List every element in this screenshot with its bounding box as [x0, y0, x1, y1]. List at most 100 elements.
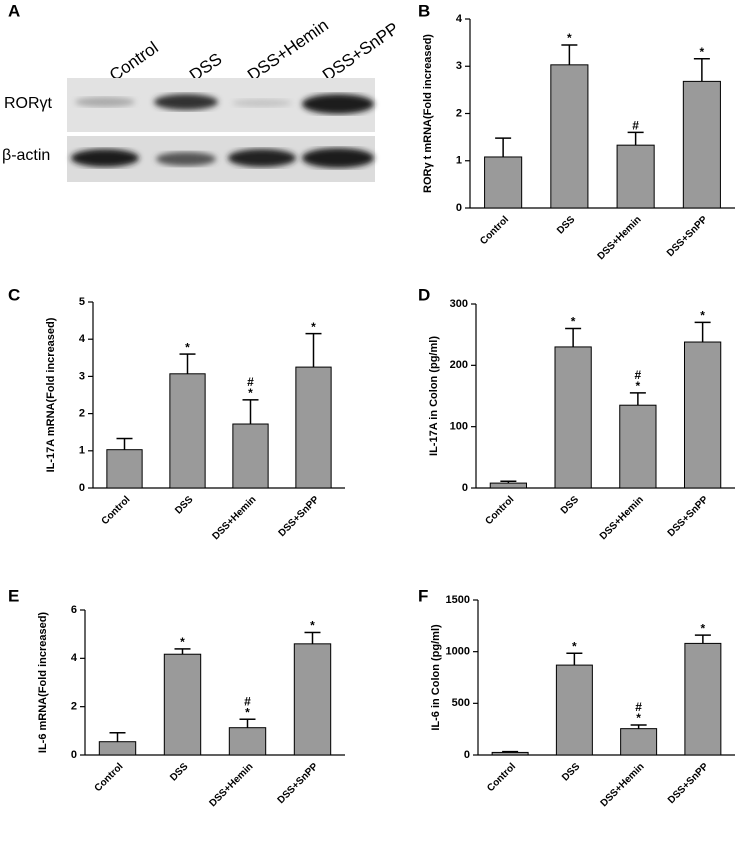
significance-mark: * [571, 315, 576, 329]
y-tick-label: 2 [79, 408, 85, 420]
y-tick-label: 0 [464, 749, 470, 761]
bar [683, 341, 722, 489]
bar [98, 741, 137, 756]
bar [106, 449, 143, 489]
y-axis-label: IL-17A in Colon (pg/ml) [428, 336, 440, 456]
y-axis-label: IL-17A mRNA(Fold increased) [45, 317, 57, 472]
bar [684, 642, 722, 756]
x-tick-label: DSS [560, 761, 583, 784]
y-tick-label: 0 [71, 749, 77, 761]
row-label: β-actin [2, 147, 50, 164]
significance-mark: # [247, 375, 254, 389]
x-tick-label: DSS+Hemin [599, 761, 647, 809]
y-tick-label: 1 [456, 155, 462, 167]
panel-letter: B [418, 1, 430, 20]
panel-letter: E [8, 586, 19, 605]
panel-letter: F [418, 586, 428, 605]
panel-letter: C [8, 285, 20, 304]
bar [484, 156, 523, 209]
y-axis-label: IL-6 mRNA(Fold increased) [37, 612, 49, 754]
x-tick-label: DSS [168, 761, 191, 784]
y-tick-label: 100 [450, 421, 468, 433]
x-tick-label: DSS+SnPP [665, 214, 710, 259]
x-tick-label: DSS+SnPP [666, 494, 711, 539]
panel-letter: D [418, 285, 430, 304]
y-tick-label: 1500 [446, 594, 470, 606]
y-tick-label: 0 [456, 202, 462, 214]
significance-mark: * [572, 639, 577, 653]
x-tick-label: Control [478, 214, 511, 247]
x-tick-label: DSS [173, 494, 196, 517]
row-label: RORγt [4, 95, 53, 112]
bar [620, 728, 658, 756]
y-tick-label: 3 [456, 60, 462, 72]
x-tick-label: DSS+SnPP [666, 761, 711, 806]
x-tick-label: DSS+Hemin [207, 761, 255, 809]
significance-mark: * [311, 320, 316, 334]
significance-mark: * [248, 386, 253, 400]
x-tick-label: Control [485, 761, 518, 794]
y-tick-label: 0 [79, 482, 85, 494]
significance-mark: * [310, 619, 315, 633]
significance-mark: * [636, 379, 641, 393]
significance-mark: * [180, 635, 185, 649]
x-tick-label: Control [483, 494, 516, 527]
bar [682, 80, 721, 209]
y-tick-label: 200 [450, 359, 468, 371]
bar [163, 653, 202, 756]
bar [555, 664, 593, 756]
x-tick-label: DSS [555, 214, 578, 237]
y-tick-label: 3 [79, 370, 85, 382]
bar [550, 64, 589, 209]
y-tick-label: 4 [79, 333, 86, 345]
x-tick-label: Control [93, 761, 126, 794]
significance-mark: * [700, 45, 705, 59]
bar [554, 346, 592, 489]
bar [295, 366, 332, 489]
x-tick-label: DSS [559, 494, 582, 517]
significance-mark: # [244, 694, 251, 708]
bar [232, 423, 269, 489]
x-tick-label: DSS+SnPP [277, 494, 322, 539]
significance-mark: * [185, 340, 190, 354]
bar [228, 727, 267, 756]
significance-mark: # [635, 700, 642, 714]
significance-mark: * [636, 711, 641, 725]
x-tick-label: DSS+SnPP [276, 761, 321, 806]
y-tick-label: 1 [79, 445, 85, 457]
significance-mark: * [567, 31, 572, 45]
significance-mark: # [635, 368, 642, 382]
y-tick-label: 5 [79, 296, 85, 308]
y-tick-label: 0 [462, 482, 468, 494]
significance-mark: * [245, 705, 250, 719]
x-tick-label: DSS+Hemin [210, 494, 258, 542]
significance-mark: * [700, 309, 705, 323]
bar [293, 643, 332, 756]
panel-letter: A [8, 1, 20, 20]
bar [616, 144, 655, 209]
x-tick-label: Control [100, 494, 133, 527]
lane-label: DSS+Hemin [244, 15, 332, 84]
y-axis-label: IL-6 in Colon (pg/ml) [430, 624, 442, 731]
y-tick-label: 1000 [446, 646, 470, 658]
bar [489, 482, 528, 489]
y-tick-label: 300 [450, 298, 468, 310]
lane-label: Control [106, 38, 162, 85]
y-tick-label: 2 [456, 107, 462, 119]
lane-label: DSS+SnPP [319, 19, 402, 85]
significance-mark: # [632, 119, 639, 133]
y-tick-label: 500 [452, 697, 470, 709]
y-tick-label: 4 [456, 13, 463, 25]
bar [169, 373, 206, 489]
bar [619, 404, 657, 489]
y-axis-label: RORγ t mRNA(Fold increased) [422, 34, 434, 193]
y-tick-label: 2 [71, 701, 77, 713]
x-tick-label: DSS+Hemin [598, 494, 646, 542]
blot [67, 78, 375, 182]
significance-mark: * [701, 621, 706, 635]
bar [491, 751, 529, 756]
y-tick-label: 6 [71, 604, 77, 616]
y-tick-label: 4 [71, 652, 78, 664]
x-tick-label: DSS+Hemin [596, 214, 644, 262]
